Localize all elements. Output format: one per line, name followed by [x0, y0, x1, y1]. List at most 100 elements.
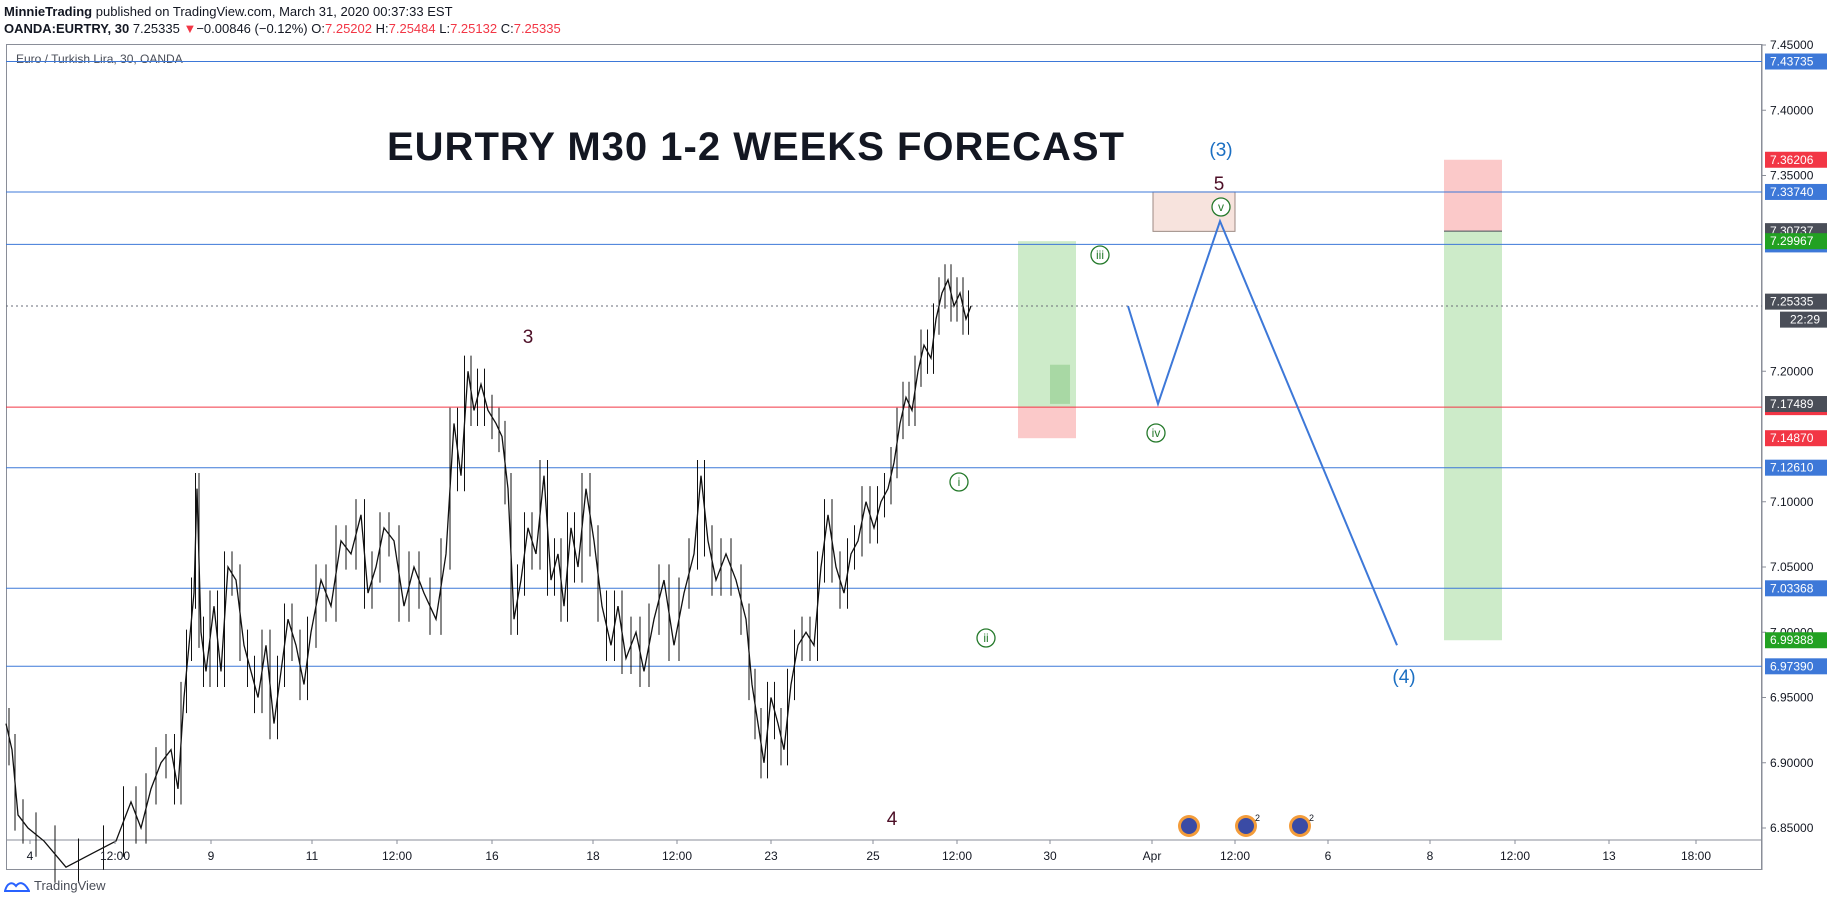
forecast-path: [1127, 218, 1398, 646]
wave-label: i: [958, 475, 961, 489]
event-cookie-icon: [1292, 818, 1308, 834]
wave-label: v: [1218, 200, 1224, 214]
price-badge-label: 7.33740: [1770, 185, 1814, 199]
tradingview-logo-icon: [4, 881, 30, 892]
open-label: O:: [311, 21, 325, 36]
y-tick-label: 7.35000: [1770, 169, 1814, 183]
x-tick-label: 9: [208, 849, 215, 863]
wave-label-circle: [1211, 197, 1231, 217]
footer-brand: TradingView: [34, 878, 106, 893]
price-badge: [1765, 580, 1827, 597]
price-badge-label: 7.29967: [1770, 234, 1814, 248]
x-tick-label: 12:00: [662, 849, 692, 863]
y-tick-label: 7.45000: [1770, 38, 1814, 52]
event-badge-count: 2: [1255, 813, 1260, 823]
price-badge: [1765, 293, 1827, 310]
y-axis-ticks: 7.45000 7.40000 7.35000 7.20000 7.10000 7.050…: [1762, 38, 1814, 835]
published-text: published on TradingView.com, March 31, …: [95, 4, 453, 19]
open-value: 7.25202: [325, 21, 372, 36]
price-badge-label: 7.03368: [1770, 581, 1814, 595]
price-badge-label: 7.36206: [1770, 153, 1814, 167]
x-tick-label: 18:00: [1681, 849, 1711, 863]
price-badge: [1765, 632, 1827, 649]
wave-label: 3: [523, 327, 534, 348]
x-tick-label: 30: [1043, 849, 1057, 863]
price-badge: [1765, 183, 1827, 200]
event-flag-icon: [1181, 818, 1197, 834]
chart-header: MinnieTrading published on TradingView.c…: [0, 0, 1828, 42]
wave-label: (4): [1392, 667, 1415, 688]
price-badge-label: 6.97390: [1770, 659, 1814, 673]
entry-loss-zone: [1018, 407, 1076, 439]
event-badge-count: 2: [1309, 813, 1314, 823]
wave-label: 4: [887, 809, 898, 830]
price-badge-label: 7.12610: [1770, 461, 1814, 475]
last-price: 7.25335: [132, 21, 180, 36]
x-tick-label: 13: [1602, 849, 1616, 863]
x-tick-label: 23: [764, 849, 778, 863]
chart-title: EURTRY M30 1-2 WEEKS FORECAST: [387, 125, 1125, 169]
price-badge: [1765, 396, 1827, 413]
position-zones: [1018, 159, 1502, 641]
price-badge-label: 7.43735: [1770, 55, 1814, 69]
down-arrow-icon: ▼: [183, 21, 197, 36]
x-tick-label: 12:00: [1220, 849, 1250, 863]
position-profit-zone: [1444, 231, 1502, 641]
forecast-line: [1127, 218, 1398, 646]
x-tick-label: 18: [586, 849, 600, 863]
price-change: −0.00846 (−0.12%): [196, 21, 308, 36]
y-tick-label: 6.90000: [1770, 756, 1814, 770]
countdown-badge: [1780, 311, 1827, 328]
wave-label: ii: [983, 631, 988, 645]
close-label: C:: [500, 21, 514, 36]
price-badge-label: 6.99388: [1770, 633, 1814, 647]
price-badge: [1765, 430, 1827, 447]
price-badge-label: 7.14870: [1770, 431, 1814, 445]
price-badge: [1765, 233, 1827, 250]
wave-label: 5: [1214, 174, 1225, 195]
x-tick-label: Apr: [1143, 849, 1162, 863]
event-cookie-icon: [1238, 818, 1254, 834]
pair-label: Euro / Turkish Lira, 30, OANDA: [16, 52, 183, 66]
publisher-name[interactable]: MinnieTrading: [4, 4, 93, 19]
y-tick-label: 6.85000: [1770, 821, 1814, 835]
tradingview-footer[interactable]: TradingView: [4, 878, 106, 893]
x-axis-ticks: 4 12:00 9 11 12:00 16 18 12:00 23 25 12:00 30 Apr 12:…: [27, 840, 1711, 863]
price-badge: [1765, 53, 1827, 70]
ohlc-line: OANDA:EURTRY, 30 7.25335 ▼−0.00846 (−0.1…: [4, 21, 561, 36]
x-tick-label: 11: [306, 849, 319, 863]
x-tick-label: 25: [866, 849, 880, 863]
x-tick-label: 12:00: [1500, 849, 1530, 863]
wave-label-circle: [949, 472, 969, 492]
close-value: 7.25335: [513, 21, 561, 36]
x-tick-label: 4: [27, 849, 34, 863]
horizontal-levels: [6, 61, 1762, 667]
entry-inner-zone: [1050, 364, 1070, 404]
high-label: H:: [375, 21, 389, 36]
price-series: [5, 264, 972, 883]
wave-label: iii: [1096, 248, 1104, 262]
wave-label: iv: [1152, 426, 1161, 440]
y-tick-label: 7.40000: [1770, 103, 1814, 117]
price-line: [5, 277, 972, 868]
x-tick-label: 12:00: [382, 849, 412, 863]
symbol-label: OANDA:EURTRY, 30: [4, 21, 130, 36]
countdown-label: 22:29: [1790, 313, 1820, 327]
price-badge-label: 7.25335: [1770, 295, 1814, 309]
price-badge: [1765, 658, 1827, 675]
wave-label: (3): [1209, 140, 1232, 161]
y-tick-label: 7.20000: [1770, 364, 1814, 378]
publish-info: MinnieTrading published on TradingView.c…: [4, 4, 453, 19]
x-tick-label: 12:00: [942, 849, 972, 863]
x-tick-label: 6: [1325, 849, 1332, 863]
price-badge: [1765, 459, 1827, 476]
y-tick-label: 6.95000: [1770, 691, 1814, 705]
y-tick-label: 7.10000: [1770, 495, 1814, 509]
high-value: 7.25484: [388, 21, 436, 36]
price-badge: [1765, 151, 1827, 168]
low-value: 7.25132: [450, 21, 498, 36]
price-badges: 7.437357.337407.297207.172507.126107.033…: [1765, 53, 1827, 675]
